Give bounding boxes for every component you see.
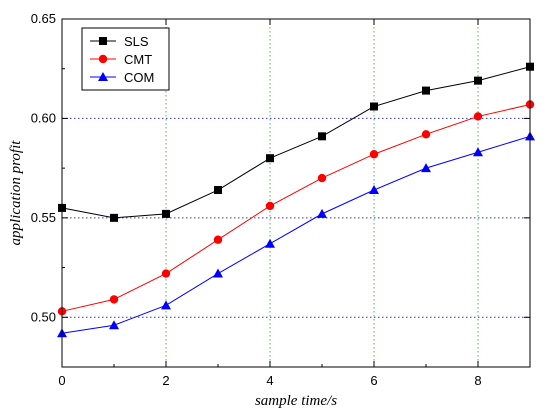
legend: SLS CMT COM <box>81 27 170 91</box>
data-point-sls <box>162 209 170 218</box>
data-point-com <box>473 147 483 157</box>
data-point-sls <box>370 102 378 111</box>
legend-marker-cmt <box>98 54 108 64</box>
data-point-com <box>421 163 431 173</box>
data-point-cmt <box>109 295 119 304</box>
data-point-com <box>109 320 119 330</box>
x-tick-label: 0 <box>58 373 65 388</box>
data-point-com <box>369 185 379 195</box>
legend-item-com: COM <box>90 70 154 85</box>
y-tick-label: 0.65 <box>31 11 56 26</box>
data-point-sls <box>474 76 482 85</box>
data-point-sls <box>422 86 430 95</box>
legend-marker-sls <box>99 37 107 45</box>
series-line-sls <box>61 66 531 219</box>
tick-labels: 0 2 4 6 8 0.50 0.55 0.60 0.65 <box>31 11 482 388</box>
legend-label-sls: SLS <box>124 34 149 49</box>
data-point-com <box>317 208 327 218</box>
data-point-cmt <box>161 269 171 278</box>
data-point-sls <box>318 132 326 141</box>
data-point-cmt <box>421 130 431 139</box>
x-tick-label: 8 <box>474 373 481 388</box>
x-axis-title: sample time/s <box>255 393 337 409</box>
data-point-sls <box>110 213 118 222</box>
legend-item-cmt: CMT <box>90 52 152 67</box>
plot-frame <box>61 18 531 368</box>
legend-label-cmt: CMT <box>124 52 152 67</box>
series-line-com <box>61 135 531 334</box>
x-tick-label: 2 <box>162 373 169 388</box>
data-point-com <box>161 300 171 310</box>
y-tick-label: 0.50 <box>31 309 56 324</box>
ticks <box>61 18 530 367</box>
data-point-cmt <box>265 201 275 211</box>
series-layer <box>57 62 535 338</box>
data-point-com <box>213 268 223 278</box>
data-point-cmt <box>317 173 327 183</box>
y-axis-title: application profit <box>8 140 24 246</box>
series-line-cmt <box>61 104 531 312</box>
data-point-cmt <box>369 150 379 159</box>
legend-label-com: COM <box>124 70 154 85</box>
y-tick-label: 0.55 <box>31 210 56 225</box>
y-tick-label: 0.60 <box>31 110 56 125</box>
data-point-cmt <box>473 112 483 121</box>
legend-marker-com <box>98 72 108 81</box>
data-point-sls <box>214 186 222 195</box>
x-tick-label: 4 <box>266 373 273 388</box>
data-point-com <box>265 238 275 248</box>
data-point-sls <box>266 154 274 163</box>
legend-item-sls: SLS <box>90 34 149 49</box>
data-point-cmt <box>213 235 223 244</box>
x-tick-label: 6 <box>370 373 377 388</box>
series-cmt <box>57 100 535 316</box>
